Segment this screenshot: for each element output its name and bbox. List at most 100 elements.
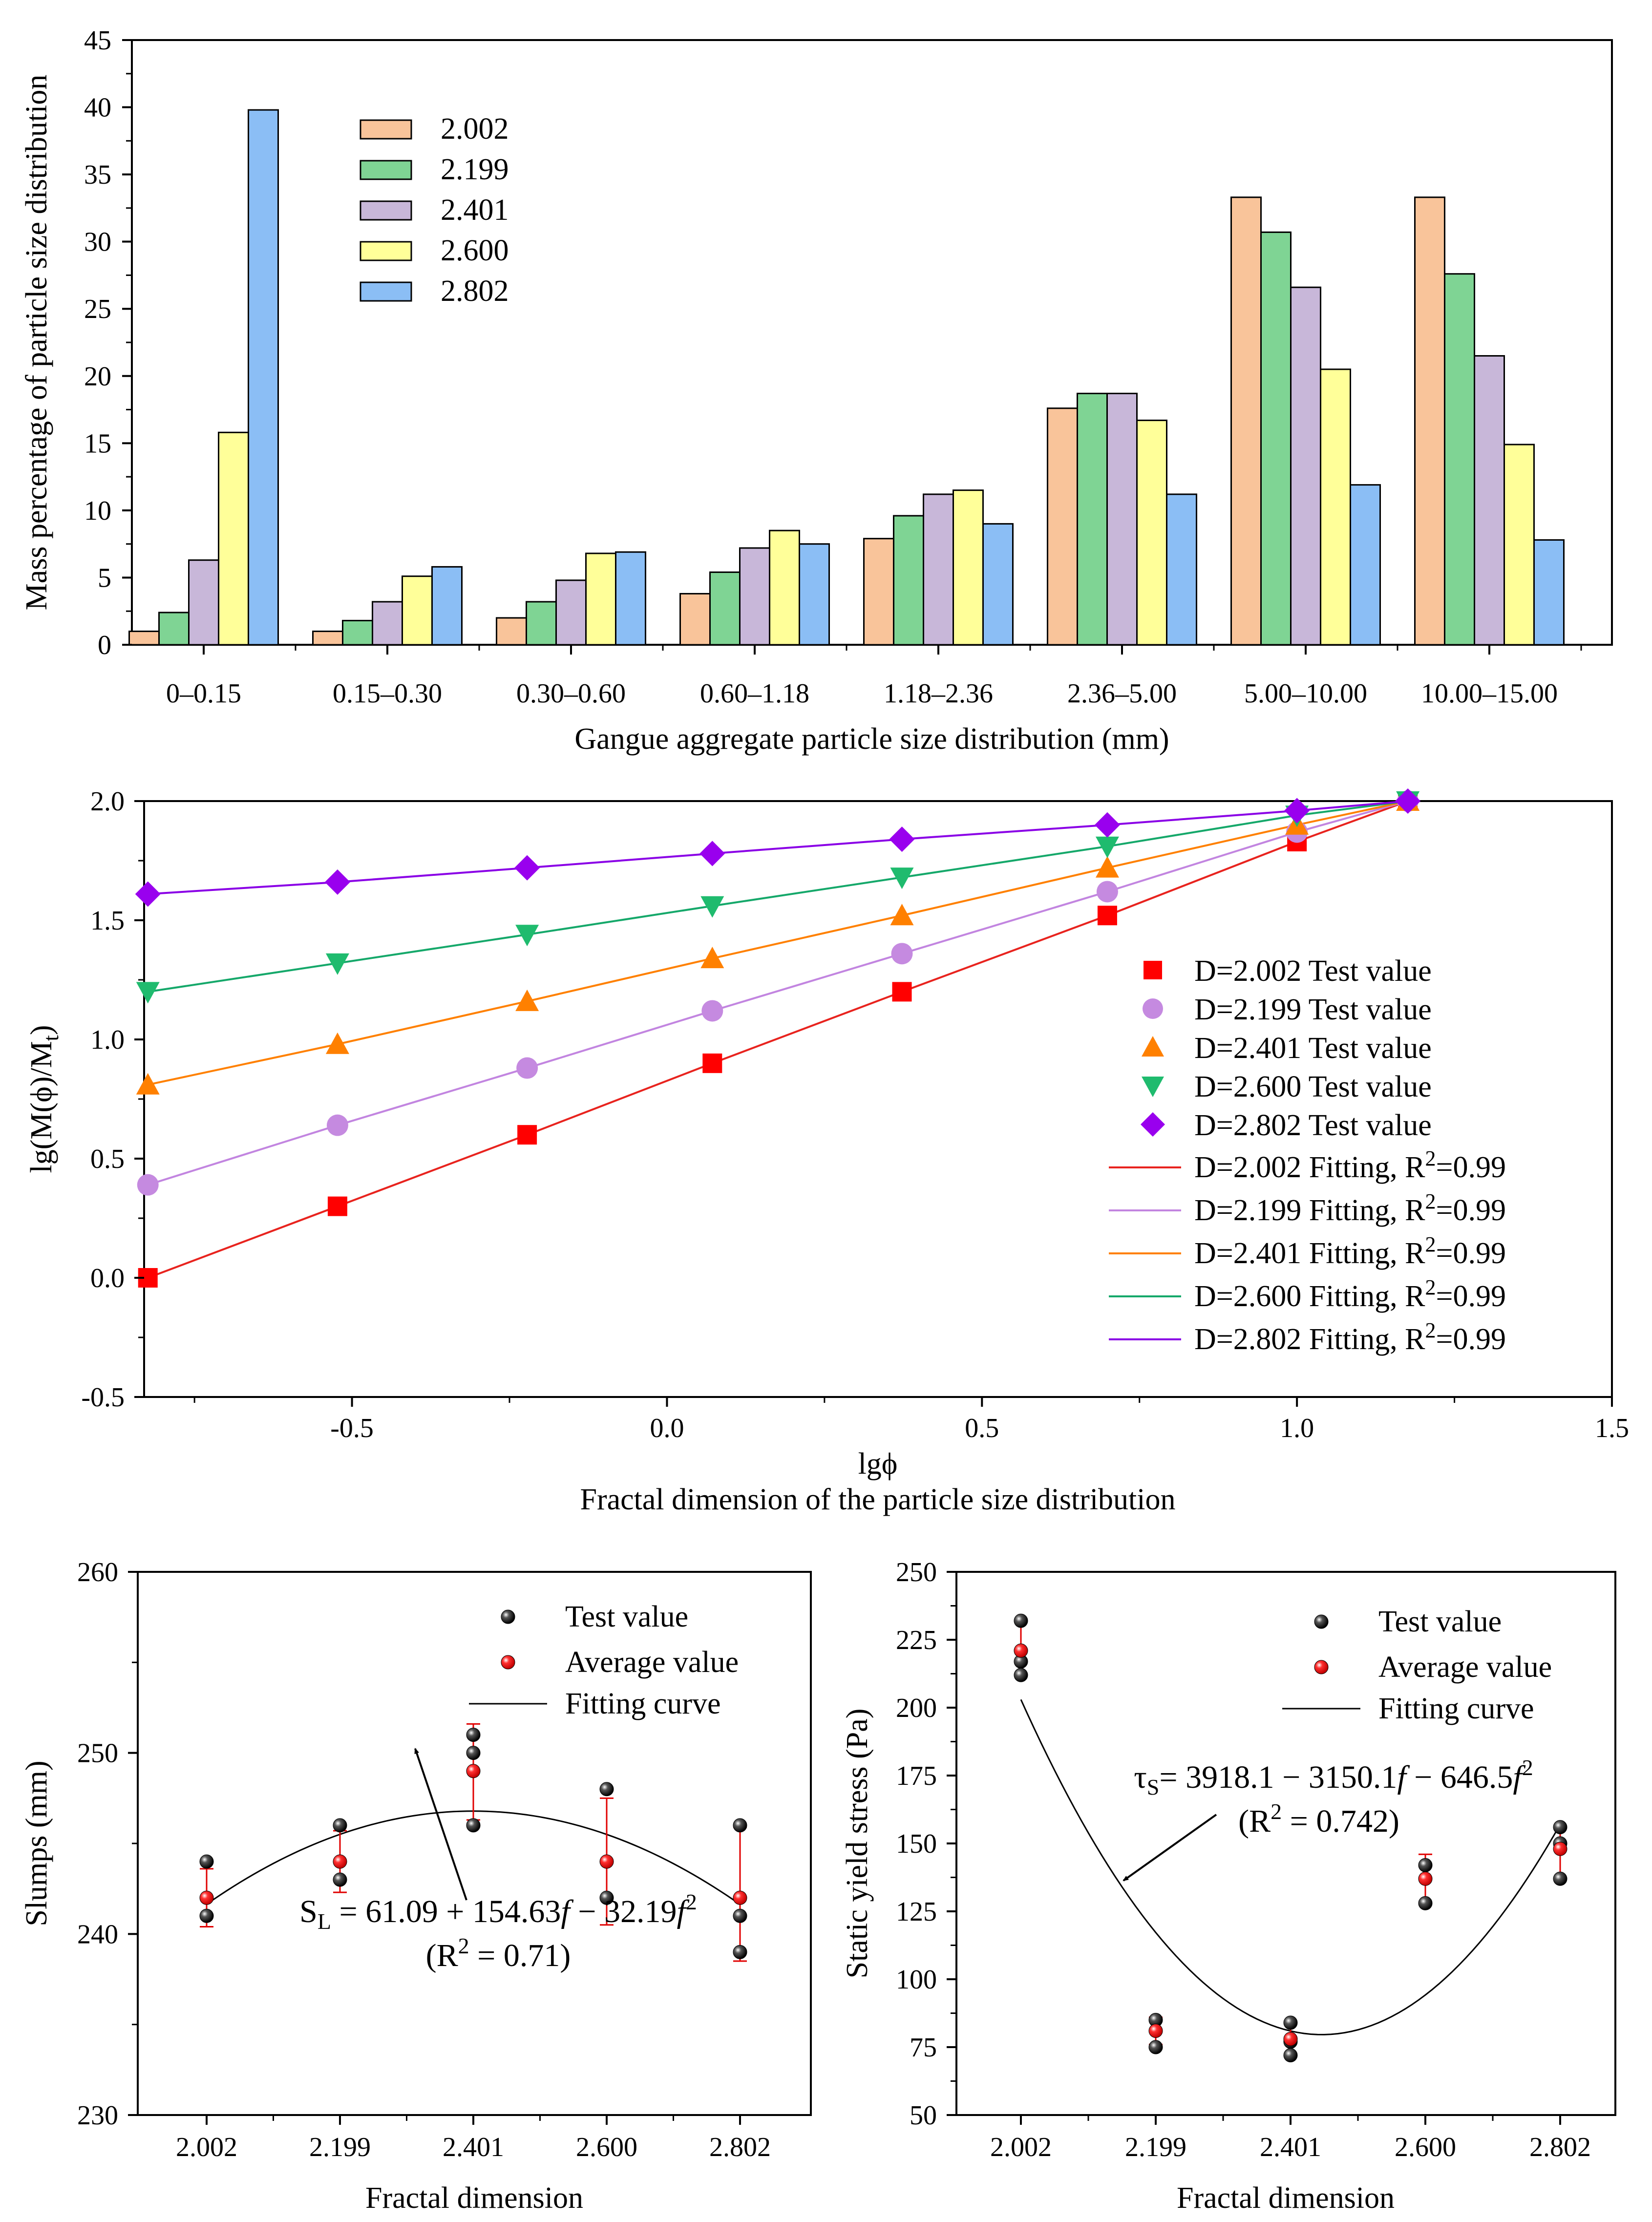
bar-2.600-0.30–0.60 xyxy=(585,552,616,646)
fit-line-D=2.600 xyxy=(148,800,1408,993)
average-point-2.199 xyxy=(333,1854,347,1869)
bar-2.600-2.36–5.00 xyxy=(1136,420,1167,646)
line-chart-y-ticks: -0.5 0.0 0.5 1.0 1.5 2.0 xyxy=(81,786,144,1413)
bar-2.401-10.00–15.00 xyxy=(1474,355,1505,646)
fit-line-D=2.401 xyxy=(148,800,1408,1086)
x-tick-label-2.002: 2.002 xyxy=(990,2132,1052,2162)
y-tick-label-75: 75 xyxy=(910,2032,937,2063)
test-point-2.401-0 xyxy=(1283,2015,1298,2030)
legend-test-D=2.600: D=2.600 Test value xyxy=(1194,1070,1432,1103)
fit-line-D=2.002 xyxy=(148,800,1408,1279)
y-tick-label-2.0: 2.0 xyxy=(90,786,125,817)
y-tick-label-250: 250 xyxy=(896,1557,937,1587)
bar-chart-bars xyxy=(128,109,1565,646)
bar-2.600-0.60–1.18 xyxy=(769,529,800,646)
legend-fit-value: =0.99 xyxy=(1436,1194,1505,1227)
x-tick-label-0.15–0.30: 0.15–0.30 xyxy=(333,678,442,709)
bar-2.802-2.36–5.00 xyxy=(1166,493,1197,646)
average-point-2.401 xyxy=(1283,2032,1298,2046)
bar-chart-x-label: Gangue aggregate particle size distribut… xyxy=(574,722,1169,756)
bar-2.401-1.18–2.36 xyxy=(923,493,954,646)
marker-D=2.401-2 xyxy=(515,989,539,1011)
y-tick-label-5: 5 xyxy=(98,563,111,593)
slumps-chart-panel: 230 240 250 260 2.002 2.199 2.401 2.600 2.802 S… xyxy=(20,1557,812,2215)
y-tick-label-1.0: 1.0 xyxy=(90,1025,125,1055)
legend-swatch-2.600 xyxy=(360,241,412,261)
y-tick-label--0.5: -0.5 xyxy=(81,1382,125,1413)
legend-test-D=2.002: D=2.002 Test value xyxy=(1194,954,1432,988)
x-tick-label-2.401: 2.401 xyxy=(1260,2132,1321,2162)
x-tick-label-2.802: 2.802 xyxy=(1529,2132,1591,2162)
marker-D=2.600-5 xyxy=(1095,836,1119,858)
bar-chart-legend: 2.002 2.199 2.401 2.600 2.802 xyxy=(360,112,509,308)
bar-chart-x-ticks: 0–0.15 0.15–0.30 0.30–0.60 0.60–1.18 1.18–2.… xyxy=(166,645,1582,709)
legend-fit-sup: 2 xyxy=(1425,1275,1436,1299)
x-tick-label-2.802: 2.802 xyxy=(709,2132,771,2162)
yield-chart-x-ticks: 2.002 2.199 2.401 2.600 2.802 xyxy=(990,2115,1591,2162)
marker-D=2.401-3 xyxy=(700,947,724,969)
y-tick-label-230: 230 xyxy=(77,2100,118,2131)
y-tick-label-35: 35 xyxy=(84,160,111,190)
yield-r2-prefix: (R xyxy=(1238,1803,1271,1839)
legend-fit-sup: 2 xyxy=(1425,1232,1436,1256)
test-point-2.600-0 xyxy=(1418,1858,1433,1872)
x-tick-label-10.00–15.00: 10.00–15.00 xyxy=(1421,678,1558,709)
legend-fit-text: D=2.802 Fitting, R xyxy=(1194,1323,1425,1356)
legend-marker-D=2.002 xyxy=(1144,961,1162,979)
legend-fit-sup: 2 xyxy=(1425,1318,1436,1342)
average-point-2.802 xyxy=(1553,1841,1567,1856)
bar-2.401-0.60–1.18 xyxy=(739,547,770,646)
legend-fit-text: D=2.199 Fitting, R xyxy=(1194,1194,1425,1227)
slumps-eq-lhs: S xyxy=(299,1894,318,1929)
bar-2.002-0.60–1.18 xyxy=(679,593,711,646)
slumps-equation: SL = 61.09 + 154.63f − 32.19f2 xyxy=(299,1889,697,1934)
test-point-2.002-0 xyxy=(1014,1613,1028,1628)
bar-2.199-0–0.15 xyxy=(158,612,190,646)
average-point-2.401 xyxy=(466,1764,481,1778)
marker-D=2.600-4 xyxy=(890,868,914,889)
y-tick-label-240: 240 xyxy=(77,1919,118,1949)
bar-2.600-1.18–2.36 xyxy=(953,489,984,646)
y-tick-label-225: 225 xyxy=(896,1625,937,1655)
legend-test-label: Test value xyxy=(1378,1605,1502,1638)
line-chart-fit-lines xyxy=(148,800,1408,1279)
legend-fit-label: Fitting curve xyxy=(1378,1692,1534,1725)
y-tick-label-15: 15 xyxy=(84,428,111,459)
slumps-chart-plot xyxy=(199,1723,747,1962)
x-tick-label-2.600: 2.600 xyxy=(576,2132,637,2162)
test-point-2.802-0 xyxy=(1553,1820,1567,1835)
marker-D=2.600-0 xyxy=(136,982,160,1004)
bar-chart-y-ticks: 0 5 10 15 20 25 30 35 40 45 xyxy=(84,25,132,660)
test-point-2.600-0 xyxy=(599,1782,614,1797)
marker-D=2.802-1 xyxy=(324,869,350,895)
y-tick-label-200: 200 xyxy=(896,1693,937,1723)
x-tick-label-1.5: 1.5 xyxy=(1595,1413,1629,1443)
bar-2.401-5.00–10.00 xyxy=(1290,286,1321,646)
fit-line-D=2.802 xyxy=(148,800,1408,895)
marker-D=2.802-0 xyxy=(135,881,161,907)
legend-swatch-2.199 xyxy=(360,160,412,180)
slumps-eq-mid: − 32.19 xyxy=(570,1894,677,1929)
x-tick-label-1.0: 1.0 xyxy=(1280,1413,1314,1443)
legend-fit-D=2.401: D=2.401 Fitting, R2=0.99 xyxy=(1194,1232,1506,1270)
y-tick-label-250: 250 xyxy=(77,1738,118,1769)
y-tick-label-0.0: 0.0 xyxy=(90,1263,125,1293)
y-tick-label-125: 125 xyxy=(896,1897,937,1927)
y-tick-label-150: 150 xyxy=(896,1829,937,1859)
marker-D=2.002-3 xyxy=(702,1053,722,1073)
slumps-r2-sup: 2 xyxy=(458,1933,469,1958)
legend-fit-value: =0.99 xyxy=(1436,1280,1505,1313)
test-point-2.401-0 xyxy=(466,1728,481,1742)
test-point-2.401-1 xyxy=(466,1746,481,1760)
marker-D=2.002-5 xyxy=(1097,906,1117,926)
legend-fit-value: =0.99 xyxy=(1436,1151,1505,1184)
test-point-2.802-2 xyxy=(733,1945,747,1959)
x-tick-label-0–0.15: 0–0.15 xyxy=(166,678,241,709)
yield-r2-sup: 2 xyxy=(1271,1799,1282,1824)
average-point-2.002 xyxy=(199,1890,214,1905)
bar-2.401-0.30–0.60 xyxy=(555,579,587,646)
marker-D=2.600-3 xyxy=(700,896,724,918)
test-point-2.802-2 xyxy=(1553,1871,1567,1886)
test-point-2.199-1 xyxy=(1148,2040,1163,2054)
line-chart-subtitle: Fractal dimension of the particle size d… xyxy=(580,1483,1175,1516)
